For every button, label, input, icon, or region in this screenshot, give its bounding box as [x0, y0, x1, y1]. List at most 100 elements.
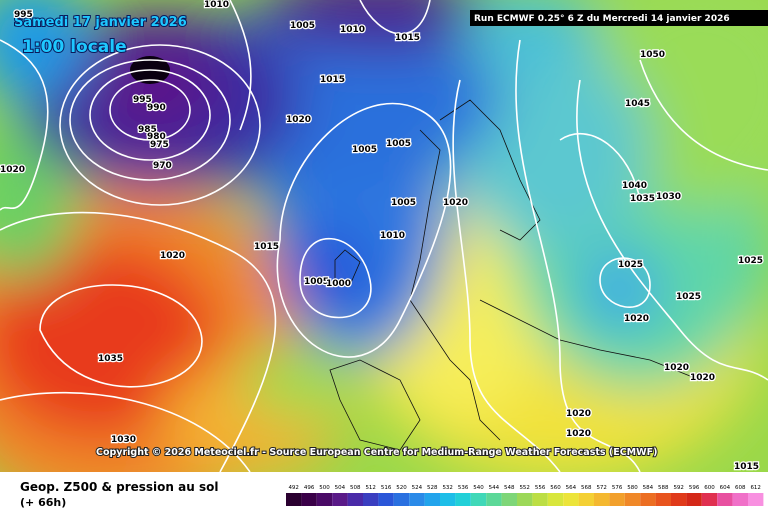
scale-label: 556 [535, 485, 546, 491]
scale-label: 500 [319, 485, 330, 491]
scale-label: 600 [704, 485, 715, 491]
forecast-date: Samedi 17 janvier 2026 [14, 15, 187, 30]
scale-swatch [409, 493, 425, 506]
isobar-label: 1020 [664, 363, 689, 373]
isobar-label: 1010 [340, 25, 365, 35]
scale-label: 508 [350, 485, 361, 491]
scale-label: 548 [504, 485, 515, 491]
legend-title: Geop. Z500 & pression au sol [20, 480, 218, 494]
scale-label: 516 [381, 485, 392, 491]
isobar-label: 1035 [630, 194, 655, 204]
isobar-label: 980 [147, 132, 166, 142]
scale-swatch [424, 493, 440, 506]
scale-swatch [686, 493, 702, 506]
isobar-label: 1040 [622, 181, 647, 191]
isobar-label: 1005 [391, 198, 416, 208]
isobar-label: 1020 [286, 115, 311, 125]
isobar-label: 975 [150, 140, 169, 150]
isobar-label: 1015 [734, 462, 759, 472]
scale-swatch [594, 493, 610, 506]
isobar-label: 1015 [254, 242, 279, 252]
scale-label: 580 [627, 485, 638, 491]
isobar-label: 1000 [326, 279, 351, 289]
scale-label: 604 [720, 485, 731, 491]
scale-label: 572 [596, 485, 607, 491]
scale-swatch [332, 493, 348, 506]
isobar-label: 1005 [352, 145, 377, 155]
scale-label: 592 [673, 485, 684, 491]
scale-label: 588 [658, 485, 669, 491]
scale-swatch [732, 493, 748, 506]
scale-label: 536 [458, 485, 469, 491]
scale-swatch [316, 493, 333, 506]
scale-swatch [578, 493, 594, 506]
isobar-label: 1020 [624, 314, 649, 324]
isobar-label: 1050 [640, 50, 665, 60]
isobar-label: 1010 [380, 231, 405, 241]
scale-label: 552 [519, 485, 530, 491]
isobar-label: 995 [133, 95, 152, 105]
scale-label: 540 [473, 485, 484, 491]
isobar-label: 1005 [290, 21, 315, 31]
scale-label: 520 [396, 485, 407, 491]
isobar-label: 985 [138, 125, 157, 135]
scale-swatch [286, 493, 302, 506]
scale-label: 564 [566, 485, 577, 491]
isobar-label: 1010 [204, 0, 229, 10]
scale-swatch [563, 493, 579, 506]
legend-lead: (+ 66h) [20, 496, 66, 509]
scale-swatch [455, 493, 471, 506]
scale-label: 596 [689, 485, 700, 491]
isobar-label: 1015 [395, 33, 420, 43]
color-scale: 492 496 500 504 508 512 516 520 524 528 532 536 540 5… [286, 485, 764, 506]
isobar-label: 1025 [738, 256, 763, 266]
run-box [470, 10, 768, 26]
isobar-label: 970 [153, 161, 172, 171]
isobar-label: 1045 [625, 99, 650, 109]
isobar-label: 1005 [304, 277, 329, 287]
scale-label: 524 [412, 485, 423, 491]
scale-swatch [748, 493, 764, 506]
scale-swatch [486, 493, 502, 506]
scale-label: 492 [288, 485, 299, 491]
scale-label: 532 [442, 485, 453, 491]
isobar-label: 1015 [320, 75, 345, 85]
scale-swatch [517, 493, 533, 506]
scale-label: 512 [365, 485, 376, 491]
isobar-label: 1020 [566, 409, 591, 419]
isobar-label: 1020 [566, 429, 591, 439]
scale-swatch [470, 493, 487, 506]
scale-swatch [624, 493, 641, 506]
scale-label: 528 [427, 485, 438, 491]
scale-label: 496 [304, 485, 315, 491]
scale-swatch [393, 493, 410, 506]
scale-label: 608 [735, 485, 746, 491]
scale-swatch [440, 493, 456, 506]
isobar-label: 1030 [111, 435, 136, 445]
scale-swatch [655, 493, 671, 506]
scale-label: 544 [489, 485, 500, 491]
scale-swatch [532, 493, 548, 506]
scale-label: 612 [750, 485, 761, 491]
scale-swatch [363, 493, 379, 506]
scale-swatch [640, 493, 656, 506]
forecast-time: 1:00 locale [22, 37, 127, 57]
scale-swatch [501, 493, 517, 506]
scale-swatch [701, 493, 718, 506]
scale-label: 504 [335, 485, 346, 491]
scale-swatch [717, 493, 733, 506]
scale-swatch [378, 493, 394, 506]
scale-swatch [347, 493, 363, 506]
scale-label: 576 [612, 485, 623, 491]
isobar-label: 1020 [690, 373, 715, 383]
scale-label: 584 [643, 485, 654, 491]
isobar-label: 1005 [386, 139, 411, 149]
scale-label: 568 [581, 485, 592, 491]
scale-label: 560 [550, 485, 561, 491]
isobar-label: 990 [147, 103, 166, 113]
isobar-label: 1030 [656, 192, 681, 202]
isobar-label: 1025 [676, 292, 701, 302]
isobar-label: 995 [14, 10, 33, 20]
